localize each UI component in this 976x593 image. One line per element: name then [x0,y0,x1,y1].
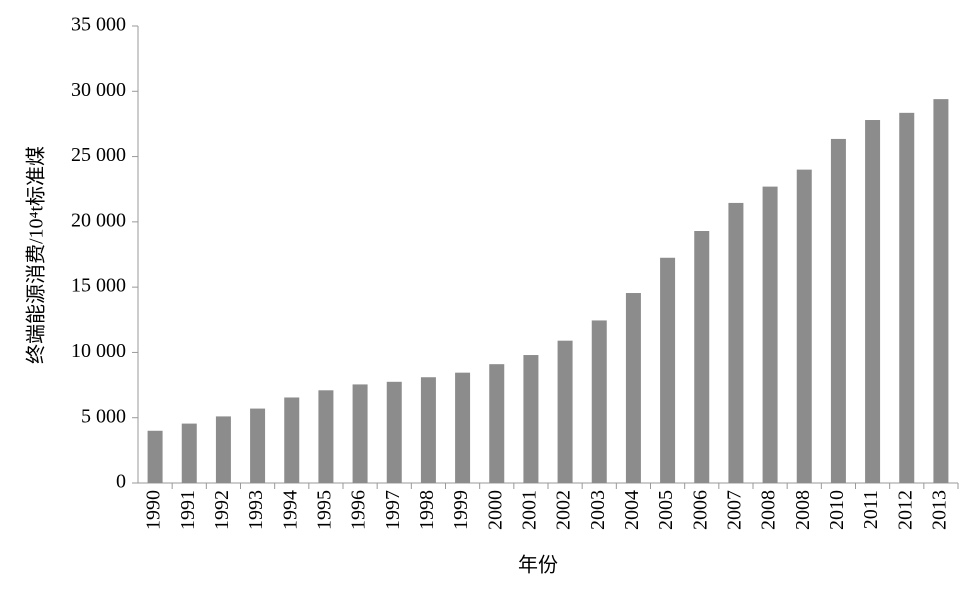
x-tick-label: 2006 [689,490,711,530]
x-tick-label: 2008 [758,490,780,530]
y-tick-label: 5 000 [81,405,126,427]
bar [796,169,812,483]
x-tick-label: 1997 [382,490,404,530]
x-tick-label: 2001 [519,490,541,530]
bar [318,390,334,483]
x-axis-title: 年份 [518,554,558,577]
bar [181,423,197,483]
y-tick-label: 10 000 [71,340,126,362]
x-tick-label: 2002 [553,490,575,530]
bar [762,186,778,484]
y-tick-label: 30 000 [71,79,126,101]
bar [660,257,676,483]
bar [625,293,641,483]
x-tick-label: 1990 [143,490,165,530]
y-tick-label: 35 000 [71,14,126,36]
bar [386,381,402,483]
x-tick-label: 1993 [245,490,267,530]
x-tick-label: 1999 [450,490,472,530]
x-tick-label: 2008 [792,490,814,530]
bar [728,202,744,483]
x-tick-label: 1992 [211,490,233,530]
bar [899,112,915,483]
x-tick-label: 1996 [348,490,370,530]
y-tick-label: 20 000 [71,209,126,231]
bar [250,408,266,483]
x-tick-label: 2010 [826,490,848,530]
y-tick-label: 25 000 [71,144,126,166]
x-tick-label: 2005 [655,490,677,530]
bar [455,372,471,483]
x-tick-label: 2003 [587,490,609,530]
x-tick-label: 1995 [314,490,336,530]
bar [420,377,436,483]
bar [830,138,846,484]
bar [694,230,710,483]
x-tick-label: 2007 [724,490,746,530]
bar [591,320,607,483]
x-tick-label: 1991 [177,490,199,530]
bar [215,416,231,483]
bar [523,355,539,483]
bar [147,430,163,483]
x-tick-label: 2004 [621,490,643,530]
x-tick-label: 2000 [484,490,506,530]
x-tick-label: 2013 [929,490,951,530]
x-tick-label: 2012 [894,490,916,530]
bar [933,99,949,484]
bar [557,340,573,483]
x-tick-label: 1998 [416,490,438,530]
bar [865,120,881,484]
bar [489,364,505,483]
x-tick-label: 2011 [860,490,882,529]
x-tick-label: 1994 [279,490,301,530]
y-axis-title: 终端能源消费/10⁴t标准煤 [25,146,48,364]
y-tick-label: 15 000 [71,275,126,297]
bar [284,397,300,483]
y-tick-label: 0 [116,471,126,493]
bar [352,384,368,483]
